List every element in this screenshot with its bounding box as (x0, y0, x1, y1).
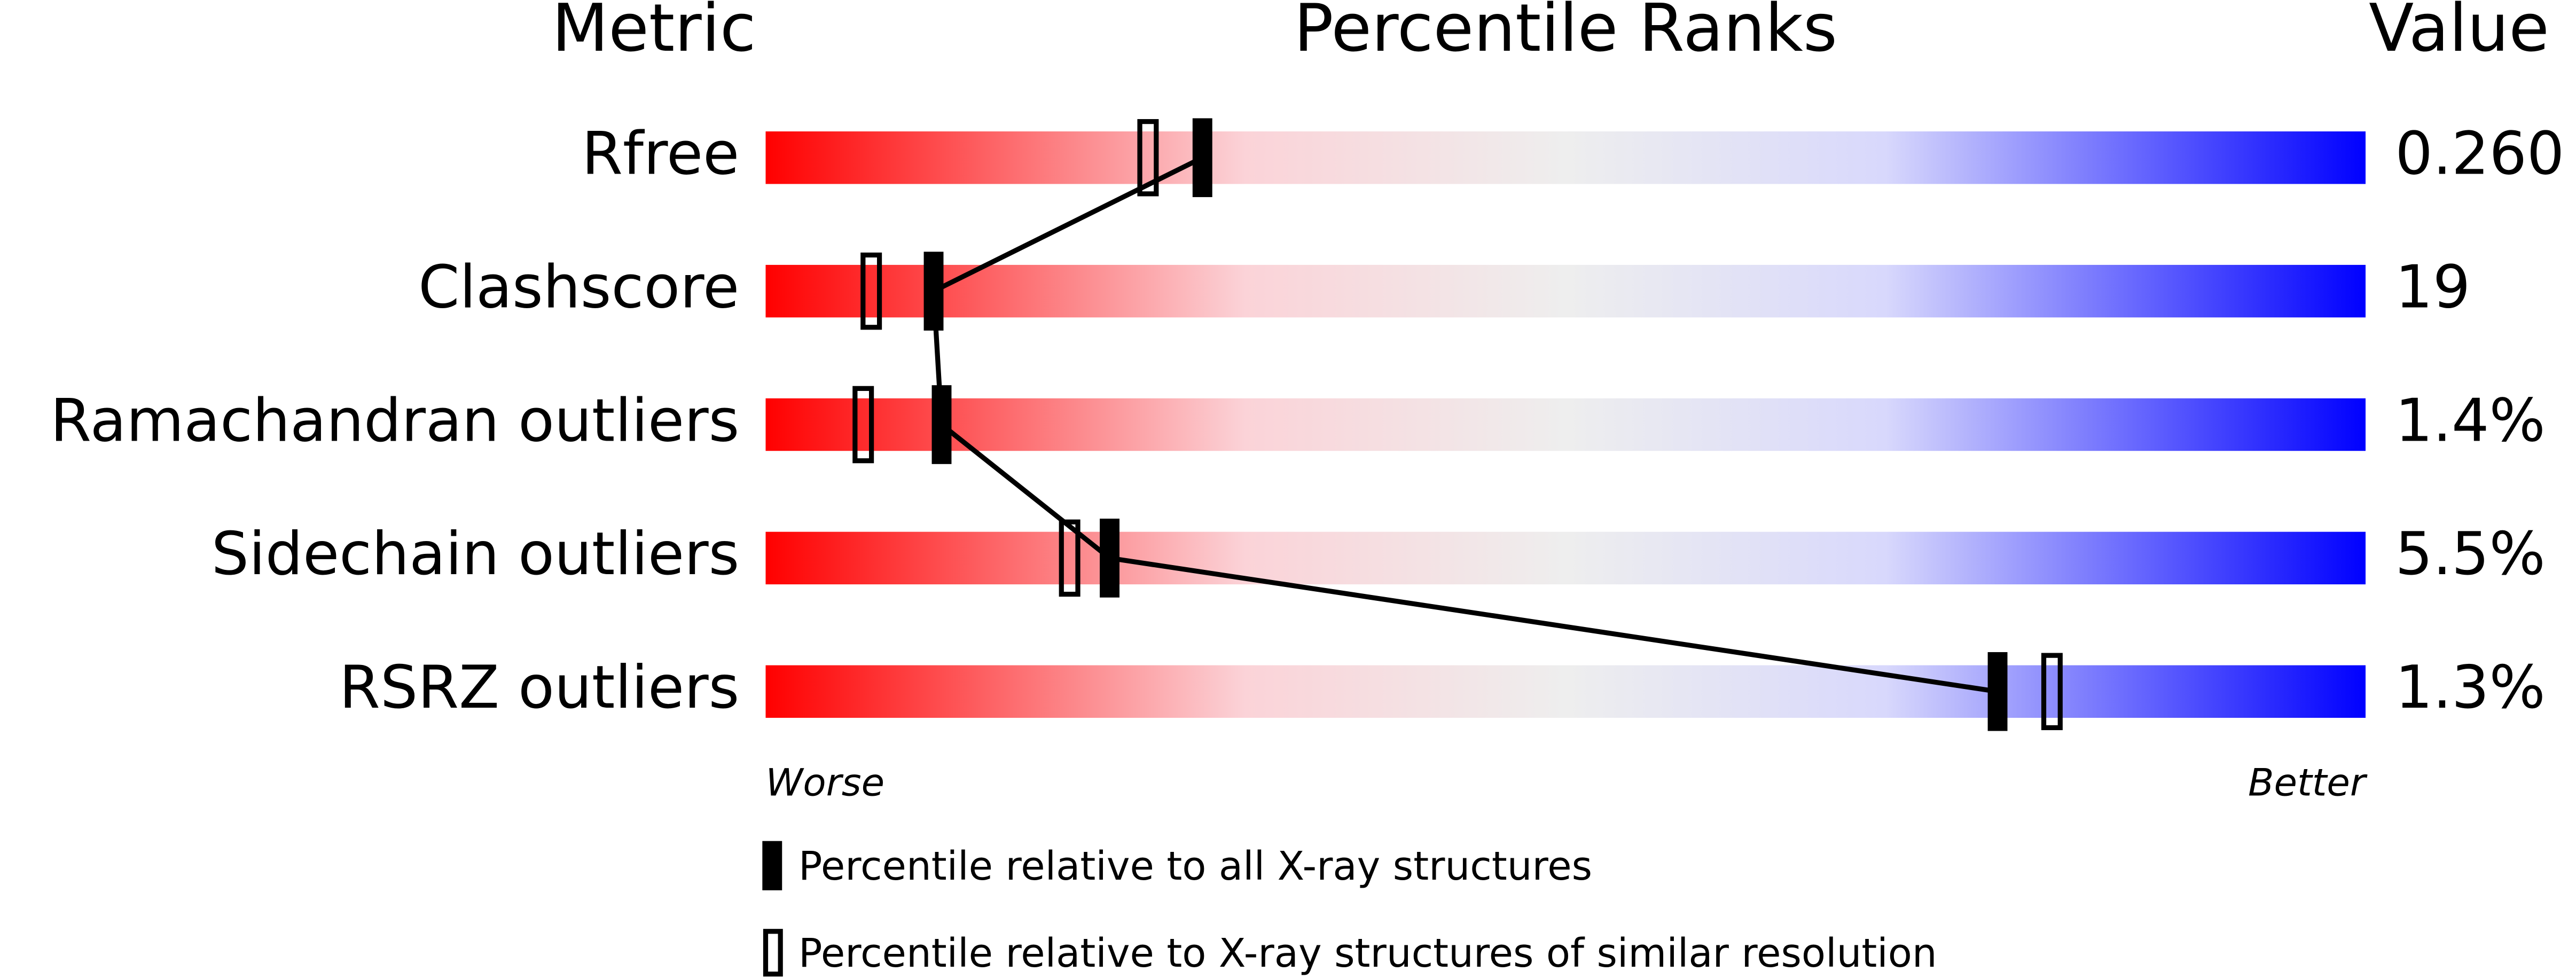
ranks-header: Percentile Ranks (1294, 0, 1837, 67)
similar-resolution-marker (2041, 653, 2063, 731)
percentile-bar (765, 531, 2366, 585)
percentile-bar (765, 264, 2366, 318)
metric-header: Metric (552, 0, 756, 67)
percentile-bar (765, 665, 2366, 718)
metric-value: 19 (2395, 253, 2470, 322)
all-structures-marker (1100, 519, 1119, 598)
similar-resolution-marker (1059, 519, 1080, 597)
metric-label: Clashscore (418, 253, 739, 322)
metric-value: 5.5% (2395, 520, 2545, 589)
all-structures-marker (1192, 118, 1212, 198)
metric-label: RSRZ outliers (339, 653, 739, 722)
all-structures-marker (923, 252, 944, 331)
metric-label: Rfree (582, 120, 739, 189)
legend-label: Percentile relative to all X-ray structu… (798, 843, 1592, 889)
similar-resolution-marker (852, 386, 874, 464)
percentile-bar (765, 398, 2366, 451)
metric-label: Ramachandran outliers (50, 386, 739, 455)
all-structures-marker (931, 385, 952, 464)
worse-label: Worse (765, 761, 884, 805)
metric-label: Sidechain outliers (212, 520, 740, 589)
all-structures-marker (1987, 652, 2008, 731)
metric-value: 0.260 (2395, 120, 2564, 189)
legend-label: Percentile relative to X-ray structures … (798, 930, 1937, 976)
similar-resolution-marker (1137, 119, 1159, 197)
legend-icon (762, 841, 782, 890)
value-header: Value (2369, 0, 2549, 67)
metric-value: 1.4% (2395, 386, 2545, 455)
legend-icon (763, 929, 783, 977)
similar-resolution-marker (860, 252, 882, 330)
percentile-bar (765, 131, 2366, 184)
better-label: Better (2248, 761, 2368, 805)
metric-value: 1.3% (2395, 653, 2545, 722)
